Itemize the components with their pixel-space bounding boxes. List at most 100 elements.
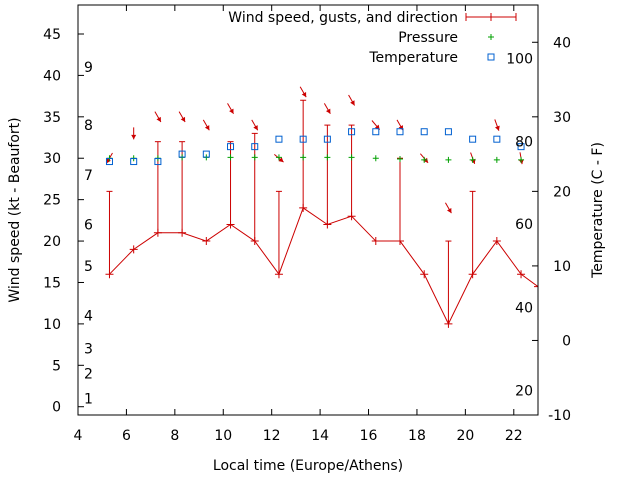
y-tick-label: 40 bbox=[43, 68, 61, 84]
axis-labels: 4 6 8 10 12 14 16 18 20 22051015202530354045-1001… bbox=[7, 27, 606, 474]
pressure-point bbox=[421, 156, 428, 163]
fahrenheit-label: 100 bbox=[506, 52, 533, 68]
arrow-head bbox=[229, 108, 234, 114]
x-tick-label: 18 bbox=[408, 428, 426, 444]
y2-tick-label: 0 bbox=[562, 333, 571, 349]
temperature-point bbox=[105, 158, 113, 166]
pressure-point bbox=[372, 155, 379, 162]
legend-label: Temperature bbox=[368, 50, 458, 66]
legend-marker bbox=[487, 53, 495, 61]
y2-tick-label: 20 bbox=[553, 184, 571, 200]
pressure-point bbox=[348, 154, 355, 161]
plot-series bbox=[105, 86, 538, 328]
arrow-head bbox=[106, 158, 111, 164]
wind-speed-point bbox=[202, 237, 211, 246]
wind-direction-arrow bbox=[154, 111, 162, 123]
beaufort-label: 7 bbox=[84, 168, 93, 184]
beaufort-label: 2 bbox=[84, 367, 93, 383]
y-tick-label: 45 bbox=[43, 27, 61, 43]
temperature-point bbox=[348, 128, 356, 136]
y2-tick-label: 10 bbox=[553, 259, 571, 275]
temperature-point bbox=[154, 158, 162, 166]
wind-direction-arrow bbox=[251, 119, 259, 131]
legend: Wind speed, gusts, and direction Pressure… bbox=[228, 10, 517, 66]
y-tick-label: 10 bbox=[43, 317, 61, 333]
temperature-point bbox=[469, 135, 477, 143]
pressure-point bbox=[300, 154, 307, 161]
legend-marker bbox=[488, 34, 494, 40]
wind-speed-point bbox=[129, 245, 138, 254]
beaufort-label: 8 bbox=[84, 118, 93, 134]
fahrenheit-label: 20 bbox=[515, 383, 533, 399]
y2-tick-label: -10 bbox=[548, 408, 571, 424]
x-axis-title: Local time (Europe/Athens) bbox=[213, 458, 403, 474]
temperature-point bbox=[251, 143, 259, 151]
y2-tick-label: 30 bbox=[553, 110, 571, 126]
legend-label: Pressure bbox=[398, 30, 458, 46]
pressure-point bbox=[397, 156, 403, 163]
fahrenheit-label: 40 bbox=[515, 301, 533, 317]
beaufort-label: 9 bbox=[84, 60, 93, 76]
y-tick-label: 5 bbox=[52, 358, 61, 374]
temperature-point bbox=[130, 158, 138, 166]
beaufort-label: 3 bbox=[84, 342, 93, 358]
arrow-head bbox=[204, 125, 210, 131]
wind-direction-arrow bbox=[323, 103, 331, 114]
temperature-point bbox=[444, 128, 452, 136]
wind-direction-arrow bbox=[371, 120, 381, 131]
y-tick-label: 20 bbox=[43, 234, 61, 250]
wind-direction-arrow bbox=[444, 202, 452, 214]
x-tick-label: 6 bbox=[122, 428, 131, 444]
temperature-point bbox=[396, 128, 404, 136]
wind-direction-arrow bbox=[348, 94, 356, 106]
arrow-head bbox=[180, 116, 186, 123]
pressure-point bbox=[518, 156, 525, 163]
pressure-point bbox=[227, 154, 234, 161]
wind-direction-arrow bbox=[178, 111, 186, 123]
temperature-point bbox=[202, 150, 210, 158]
x-tick-label: 8 bbox=[170, 428, 179, 444]
wind-speed-point bbox=[420, 270, 429, 279]
y-axis-title: Wind speed (kt - Beaufort) bbox=[7, 117, 23, 302]
wind-direction-arrow bbox=[396, 119, 404, 131]
wind-direction-arrow bbox=[131, 127, 137, 140]
beaufort-label: 4 bbox=[84, 309, 93, 325]
pressure-point bbox=[251, 154, 258, 161]
arrow-head bbox=[350, 100, 355, 106]
y2-tick-label: 40 bbox=[553, 35, 571, 51]
temperature-point bbox=[227, 143, 235, 151]
wind-direction-arrow bbox=[202, 119, 210, 131]
y-tick-label: 15 bbox=[43, 275, 61, 291]
beaufort-label: 1 bbox=[84, 391, 93, 407]
y-tick-label: 0 bbox=[52, 400, 61, 416]
x-tick-label: 12 bbox=[263, 428, 281, 444]
x-tick-label: 22 bbox=[505, 428, 523, 444]
fahrenheit-label: 80 bbox=[515, 134, 533, 150]
y2-axis-title: Temperature (C - F) bbox=[590, 142, 606, 279]
arrow-head bbox=[325, 108, 331, 114]
wind-direction-arrow bbox=[227, 103, 234, 114]
x-tick-label: 16 bbox=[360, 428, 378, 444]
tick-marks bbox=[77, 5, 538, 416]
arrow-head bbox=[278, 157, 284, 163]
pressure-point bbox=[493, 156, 500, 163]
x-tick-label: 14 bbox=[311, 428, 329, 444]
arrow-head bbox=[156, 116, 161, 123]
wind-speed-line bbox=[109, 207, 538, 326]
temperature-point bbox=[420, 128, 428, 136]
x-tick-label: 4 bbox=[74, 428, 83, 444]
pressure-point bbox=[469, 156, 476, 163]
plot-frame bbox=[77, 4, 539, 416]
arrow-head bbox=[495, 125, 500, 131]
beaufort-label: 6 bbox=[84, 217, 93, 233]
arrow-head bbox=[301, 92, 307, 98]
pressure-point bbox=[445, 156, 452, 163]
y-tick-label: 35 bbox=[43, 110, 61, 126]
temperature-point bbox=[178, 150, 186, 158]
pressure-point bbox=[275, 154, 282, 161]
temperature-point bbox=[493, 135, 501, 143]
beaufort-label: 5 bbox=[84, 259, 93, 275]
x-tick-label: 10 bbox=[214, 428, 232, 444]
fahrenheit-label: 60 bbox=[515, 217, 533, 233]
